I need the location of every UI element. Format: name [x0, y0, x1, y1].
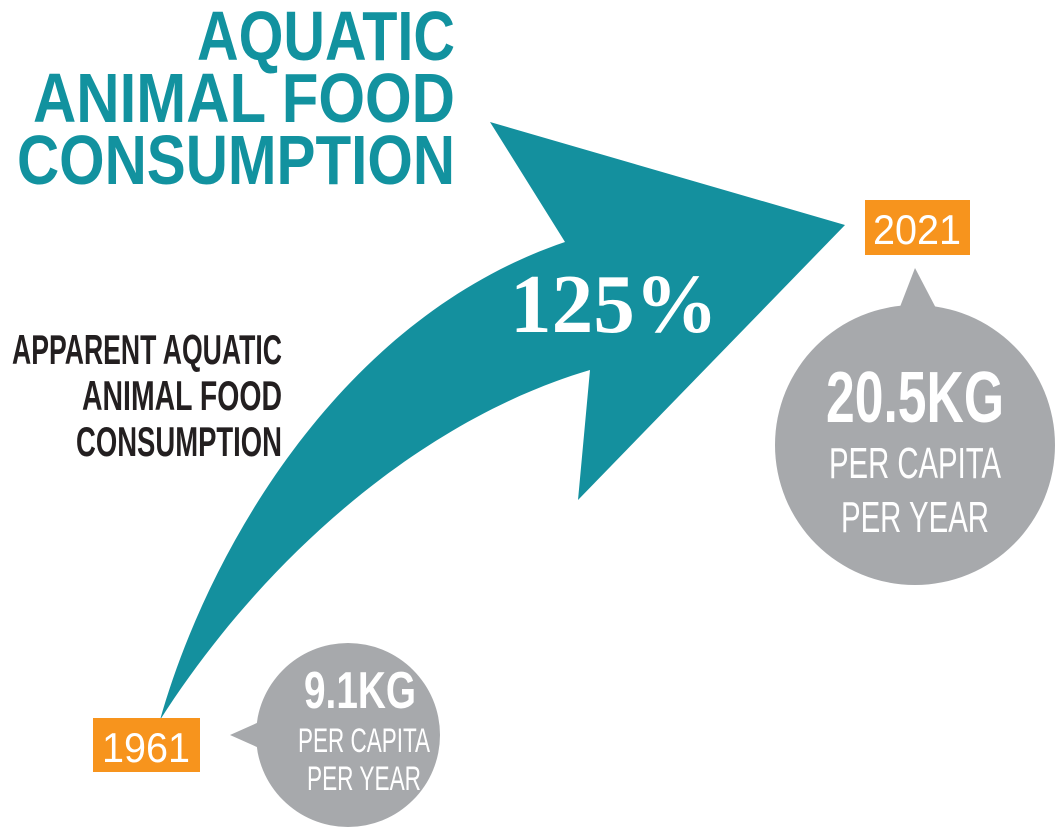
bubble: [775, 305, 1055, 585]
year-box: [93, 718, 200, 772]
start-group: 1961 9.1KG PER CAPITA PER YEAR: [93, 643, 440, 827]
subtitle-line: APPARENT AQUATIC: [12, 326, 282, 373]
title: AQUATIC ANIMAL FOOD CONSUMPTION: [17, 0, 455, 199]
growth-label: 125%: [510, 258, 718, 351]
title-line: ANIMAL FOOD: [33, 59, 455, 137]
value-label: 20.5KG: [826, 358, 1004, 438]
unit-label: PER YEAR: [307, 760, 421, 798]
bubble: [256, 643, 440, 827]
title-line: CONSUMPTION: [17, 121, 455, 199]
subtitle-line: CONSUMPTION: [76, 418, 282, 465]
subtitle-line: ANIMAL FOOD: [82, 372, 282, 419]
value-label: 9.1KG: [304, 662, 416, 720]
bubble-pointer: [898, 268, 938, 312]
subtitle: APPARENT AQUATIC ANIMAL FOOD CONSUMPTION: [12, 326, 282, 465]
title-line: AQUATIC: [197, 0, 455, 75]
unit-label: PER YEAR: [841, 493, 989, 542]
unit-label: PER CAPITA: [298, 722, 430, 760]
unit-label: PER CAPITA: [829, 439, 1001, 488]
year-box: [865, 200, 970, 255]
year-label: 1961: [102, 724, 190, 771]
year-label: 2021: [873, 206, 961, 253]
growth-arrow: [160, 122, 845, 720]
end-group: 2021 20.5KG PER CAPITA PER YEAR: [775, 200, 1055, 585]
